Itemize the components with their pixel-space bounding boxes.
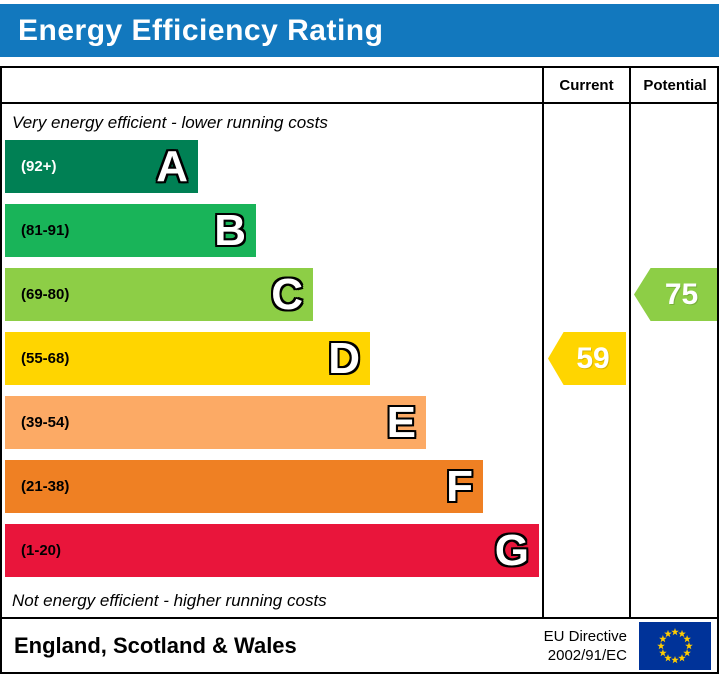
band-letter: C xyxy=(271,269,303,319)
potential-rating-value: 75 xyxy=(664,277,699,311)
potential-column-divider xyxy=(629,68,631,619)
band-range-label: (92+) xyxy=(21,158,57,175)
rating-bands: (92+) A (81-91) B (69-80) C xyxy=(5,140,539,588)
band-letter: E xyxy=(386,397,416,447)
current-column-divider xyxy=(542,68,544,619)
potential-column-header: Potential xyxy=(643,77,707,94)
band-range-label: (21-38) xyxy=(21,478,70,495)
page-title: Energy Efficiency Rating xyxy=(18,13,384,47)
current-rating-value: 59 xyxy=(576,341,610,375)
band-letter: B xyxy=(214,205,246,255)
band-bar-a: (92+) A xyxy=(5,140,198,193)
top-note: Very energy efficient - lower running co… xyxy=(12,113,328,132)
eu-directive-line1: EU Directive xyxy=(543,627,627,645)
band-range-label: (1-20) xyxy=(21,542,62,559)
band-range-label: (81-91) xyxy=(21,222,70,239)
band-range-label: (55-68) xyxy=(21,350,70,367)
band-letter: A xyxy=(156,141,188,191)
band-row-c: (69-80) C xyxy=(5,268,539,332)
band-range-label: (39-54) xyxy=(21,414,70,431)
footer: England, Scotland & Wales EU Directive 2… xyxy=(2,617,717,672)
current-column-header: Current xyxy=(559,77,614,94)
title-bar: Energy Efficiency Rating xyxy=(0,4,719,57)
band-bar-f: (21-38) F xyxy=(5,460,483,513)
band-row-g: (1-20) G xyxy=(5,524,539,588)
band-letter: G xyxy=(494,525,529,575)
band-row-d: (55-68) D xyxy=(5,332,539,396)
region-label: England, Scotland & Wales xyxy=(14,632,297,658)
band-bar-c: (69-80) C xyxy=(5,268,313,321)
chart-area: Current Potential Very energy efficient … xyxy=(2,68,717,619)
eu-directive-label: EU Directive 2002/91/EC xyxy=(544,627,627,665)
current-rating-arrow: 59 xyxy=(548,332,626,385)
band-bar-g: (1-20) G xyxy=(5,524,539,577)
band-row-a: (92+) A xyxy=(5,140,539,204)
band-row-e: (39-54) E xyxy=(5,396,539,460)
band-letter: D xyxy=(328,333,360,383)
band-bar-e: (39-54) E xyxy=(5,396,426,449)
band-bar-d: (55-68) D xyxy=(5,332,370,385)
band-bar-b: (81-91) B xyxy=(5,204,256,257)
bottom-note: Not energy efficient - higher running co… xyxy=(12,591,327,610)
band-row-f: (21-38) F xyxy=(5,460,539,524)
chart-frame: Current Potential Very energy efficient … xyxy=(0,66,719,674)
band-range-label: (69-80) xyxy=(21,286,70,303)
eu-flag-icon xyxy=(639,621,711,670)
potential-rating-arrow: 75 xyxy=(634,268,717,321)
column-header-row: Current Potential xyxy=(2,68,717,104)
eu-directive-line2: 2002/91/EC xyxy=(547,646,627,664)
band-row-b: (81-91) B xyxy=(5,204,539,268)
band-letter: F xyxy=(446,461,473,511)
footer-right: EU Directive 2002/91/EC xyxy=(544,621,717,670)
